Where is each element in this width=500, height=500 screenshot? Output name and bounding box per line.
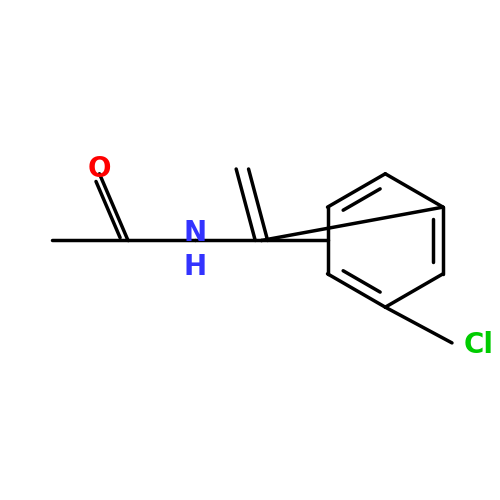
Text: O: O [88, 155, 111, 183]
Text: Cl: Cl [464, 332, 494, 359]
Text: H: H [183, 252, 206, 280]
Text: N: N [183, 220, 206, 248]
